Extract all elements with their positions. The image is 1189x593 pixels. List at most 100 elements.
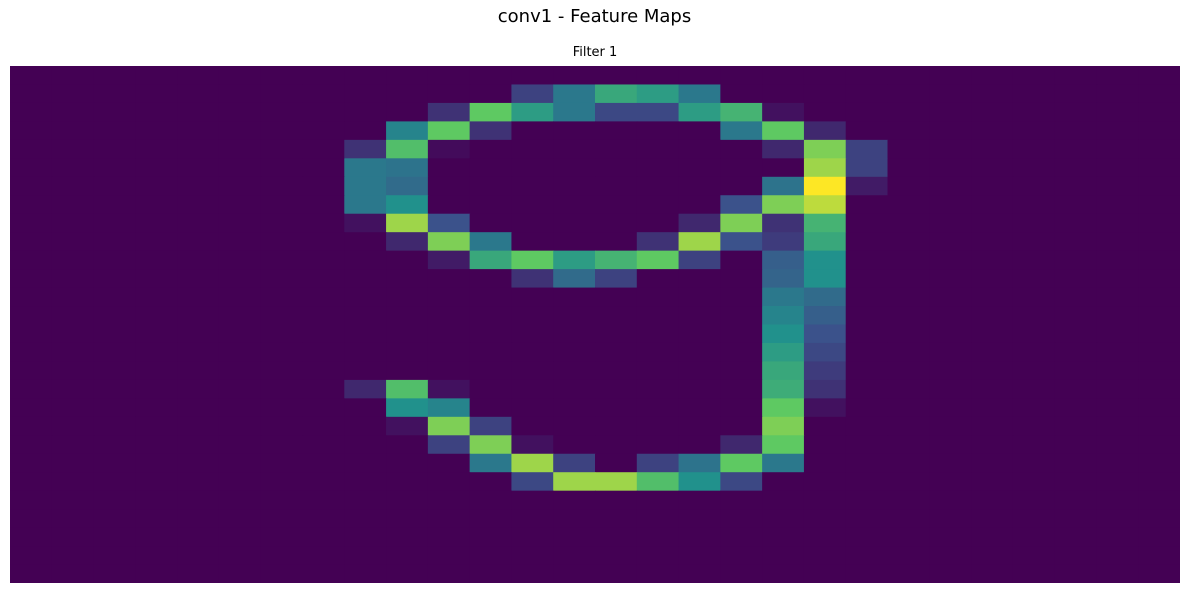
heatmap-cell bbox=[1138, 176, 1180, 196]
heatmap-cell bbox=[1012, 213, 1056, 233]
heatmap-cell bbox=[511, 472, 554, 492]
heatmap-cell bbox=[762, 324, 805, 344]
heatmap-cell bbox=[386, 176, 429, 196]
heatmap-cell bbox=[553, 102, 596, 122]
heatmap-cell bbox=[553, 324, 596, 344]
heatmap-cell bbox=[929, 379, 972, 399]
heatmap-cell bbox=[344, 564, 387, 583]
heatmap-cell bbox=[762, 269, 805, 289]
heatmap-cell bbox=[427, 269, 471, 289]
heatmap-cell bbox=[678, 176, 721, 196]
heatmap-cell bbox=[887, 84, 930, 104]
heatmap-cell bbox=[135, 306, 178, 326]
heatmap-cell bbox=[93, 102, 136, 122]
heatmap-cell bbox=[260, 509, 304, 529]
heatmap-cell bbox=[177, 324, 220, 344]
heatmap-cell bbox=[762, 158, 805, 178]
heatmap-cell bbox=[929, 176, 972, 196]
heatmap-cell bbox=[803, 361, 847, 381]
heatmap-cell bbox=[344, 398, 387, 418]
heatmap-cell bbox=[845, 306, 889, 326]
heatmap-cell bbox=[1012, 490, 1056, 510]
heatmap-cell bbox=[762, 213, 805, 233]
heatmap-cell bbox=[1096, 306, 1139, 326]
heatmap-cell bbox=[845, 324, 889, 344]
heatmap-cell bbox=[1054, 66, 1098, 86]
heatmap-cell bbox=[1096, 435, 1139, 455]
heatmap-cell bbox=[553, 158, 596, 178]
heatmap-cell bbox=[971, 213, 1014, 233]
heatmap-cell bbox=[511, 195, 554, 215]
heatmap-cell bbox=[971, 472, 1014, 492]
heatmap-cell bbox=[887, 416, 930, 436]
heatmap-cell bbox=[720, 472, 763, 492]
heatmap-cell bbox=[636, 158, 680, 178]
heatmap-cell bbox=[636, 453, 680, 473]
heatmap-cell bbox=[1138, 564, 1180, 583]
heatmap-cell bbox=[845, 195, 889, 215]
heatmap-cell bbox=[218, 527, 262, 547]
heatmap-cell bbox=[511, 213, 554, 233]
heatmap-cell bbox=[51, 546, 95, 566]
heatmap-cell bbox=[803, 435, 847, 455]
heatmap-cell bbox=[511, 66, 554, 86]
heatmap-cell bbox=[135, 139, 178, 159]
heatmap-cell bbox=[845, 546, 889, 566]
heatmap-cell bbox=[971, 546, 1014, 566]
heatmap-cell bbox=[386, 416, 429, 436]
heatmap-cell bbox=[929, 398, 972, 418]
heatmap-cell bbox=[553, 379, 596, 399]
heatmap-cell bbox=[386, 527, 429, 547]
heatmap-cell bbox=[1012, 306, 1056, 326]
heatmap-cell bbox=[177, 453, 220, 473]
heatmap-cell bbox=[302, 102, 345, 122]
heatmap-cell bbox=[1138, 546, 1180, 566]
heatmap-cell bbox=[845, 416, 889, 436]
heatmap-cell bbox=[427, 398, 471, 418]
heatmap-cell bbox=[1096, 102, 1139, 122]
heatmap-cell bbox=[1054, 361, 1098, 381]
heatmap-cell bbox=[260, 435, 304, 455]
heatmap-cell bbox=[302, 472, 345, 492]
heatmap-cell bbox=[762, 102, 805, 122]
heatmap-cell bbox=[135, 158, 178, 178]
heatmap-cell bbox=[678, 546, 721, 566]
heatmap-cell bbox=[887, 158, 930, 178]
heatmap-cell bbox=[302, 398, 345, 418]
heatmap-cell bbox=[1054, 213, 1098, 233]
heatmap-cell bbox=[678, 287, 721, 307]
heatmap-cell bbox=[51, 453, 95, 473]
heatmap-cell bbox=[10, 176, 53, 196]
heatmap-cell bbox=[803, 84, 847, 104]
heatmap-cell bbox=[1138, 509, 1180, 529]
heatmap-cell bbox=[678, 342, 721, 363]
heatmap-cell bbox=[386, 102, 429, 122]
heatmap-cell bbox=[344, 509, 387, 529]
heatmap-cell bbox=[636, 379, 680, 399]
heatmap-cell bbox=[427, 564, 471, 583]
heatmap-cell bbox=[720, 269, 763, 289]
heatmap-cell bbox=[93, 379, 136, 399]
heatmap-cell bbox=[51, 250, 95, 270]
heatmap-cell bbox=[762, 453, 805, 473]
heatmap-cell bbox=[553, 490, 596, 510]
heatmap-cell bbox=[1012, 527, 1056, 547]
heatmap-cell bbox=[10, 564, 53, 583]
heatmap-cell bbox=[218, 250, 262, 270]
heatmap-cell bbox=[636, 527, 680, 547]
heatmap-cell bbox=[93, 453, 136, 473]
heatmap-cell bbox=[971, 287, 1014, 307]
heatmap-cell bbox=[51, 490, 95, 510]
heatmap-cell bbox=[135, 232, 178, 252]
heatmap-cell bbox=[803, 379, 847, 399]
heatmap-cell bbox=[636, 306, 680, 326]
heatmap-cell bbox=[93, 509, 136, 529]
heatmap-cell bbox=[1096, 564, 1139, 583]
heatmap-cell bbox=[386, 490, 429, 510]
heatmap-cell bbox=[1012, 361, 1056, 381]
heatmap-cell bbox=[344, 306, 387, 326]
heatmap-cell bbox=[887, 379, 930, 399]
heatmap-cell bbox=[595, 398, 638, 418]
heatmap-cell bbox=[469, 509, 513, 529]
heatmap-cell bbox=[1096, 269, 1139, 289]
